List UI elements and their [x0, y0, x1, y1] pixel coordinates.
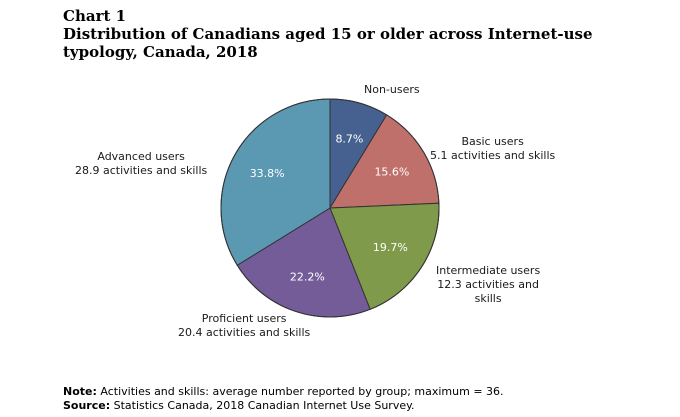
- label-proficient-users: Proficient users 20.4 activities and ski…: [178, 312, 311, 339]
- pie-value-label: 22.2%: [290, 270, 325, 283]
- label-intermediate-users: Intermediate users 12.3 activities and s…: [436, 264, 541, 305]
- pie-value-label: 15.6%: [374, 165, 409, 178]
- note-line: Note: Activities and skills: average num…: [63, 385, 504, 399]
- chart-notes: Note: Activities and skills: average num…: [63, 385, 504, 413]
- label-advanced-users: Advanced users 28.9 activities and skill…: [75, 150, 208, 177]
- label-basic-users: Basic users 5.1 activities and skills: [430, 135, 556, 162]
- source-text: Statistics Canada, 2018 Canadian Interne…: [110, 399, 415, 412]
- note-label: Note:: [63, 385, 97, 398]
- pie-value-label: 19.7%: [373, 241, 408, 254]
- source-line: Source: Statistics Canada, 2018 Canadian…: [63, 399, 504, 413]
- pie-value-label: 33.8%: [250, 167, 285, 180]
- source-label: Source:: [63, 399, 111, 412]
- chart-title: Distribution of Canadians aged 15 or old…: [63, 25, 593, 61]
- pie-value-label: 8.7%: [335, 133, 363, 146]
- note-text: Activities and skills: average number re…: [96, 385, 504, 398]
- pie-outline: [220, 98, 440, 318]
- chart-number: Chart 1: [63, 7, 127, 25]
- label-non-users: Non-users: [364, 83, 420, 96]
